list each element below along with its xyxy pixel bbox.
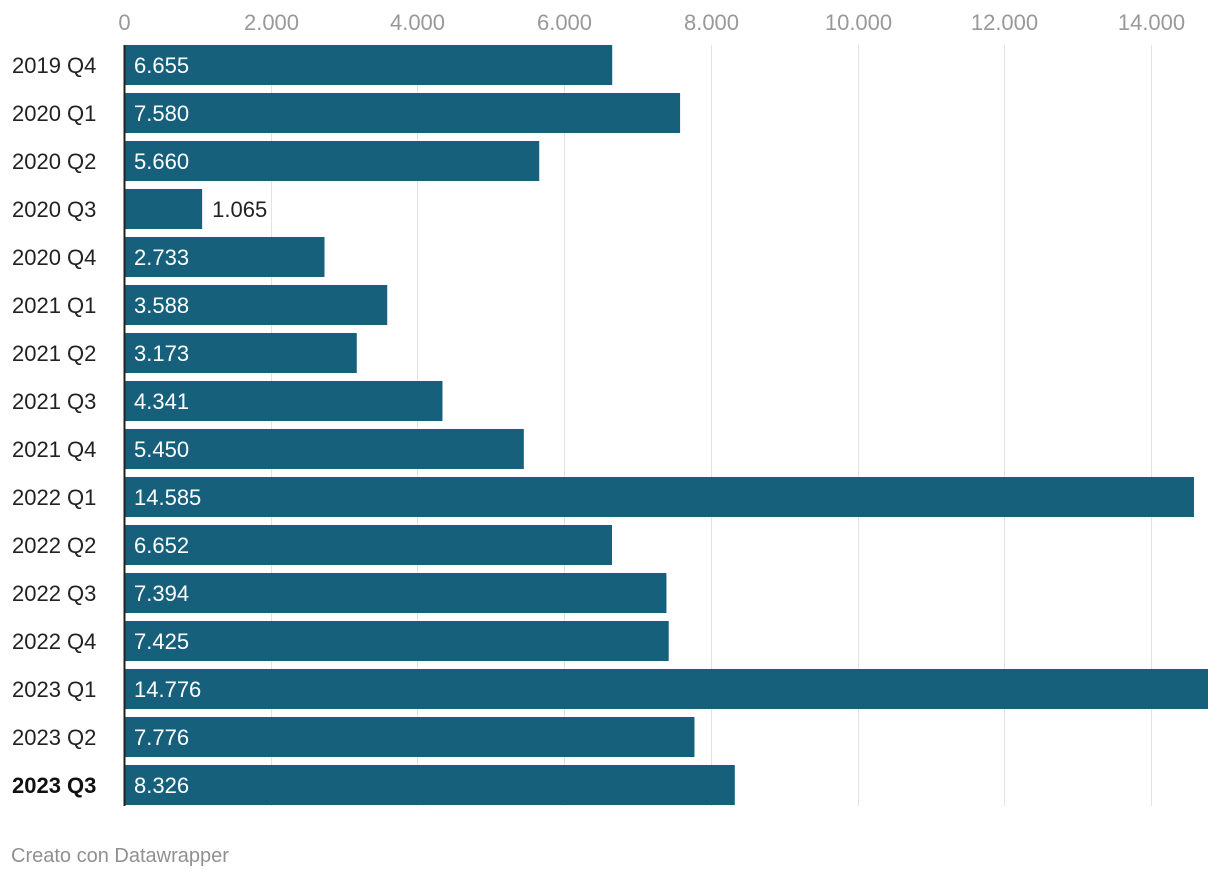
x-tick-label: 8.000 <box>684 10 739 35</box>
value-label: 7.394 <box>134 581 189 606</box>
value-label: 3.173 <box>134 341 189 366</box>
bar-2022-q1 <box>124 477 1194 517</box>
value-labels: 6.655 7.580 5.660 1.065 2.733 3.588 3.173 4.341… <box>134 53 267 798</box>
value-label: 14.776 <box>134 677 201 702</box>
category-label: 2021 Q1 <box>12 293 96 318</box>
category-label: 2022 Q4 <box>12 629 96 654</box>
bar-2022-q4 <box>124 621 669 661</box>
x-tick-label: 2.000 <box>244 10 299 35</box>
bars <box>124 45 1208 805</box>
bar-2022-q3 <box>124 573 667 613</box>
value-label: 6.655 <box>134 53 189 78</box>
category-label: 2021 Q2 <box>12 341 96 366</box>
bar-2019-q4 <box>124 45 613 85</box>
bar-2020-q2 <box>124 141 540 181</box>
bar-2020-q1 <box>124 93 681 133</box>
category-label: 2021 Q3 <box>12 389 96 414</box>
category-labels: 2019 Q4 2020 Q1 2020 Q2 2020 Q3 2020 Q4 2021 … <box>12 53 96 798</box>
bar-2023-q1 <box>124 669 1208 709</box>
value-label: 2.733 <box>134 245 189 270</box>
x-tick-label: 12.000 <box>971 10 1038 35</box>
value-label: 1.065 <box>212 197 267 222</box>
category-label: 2020 Q2 <box>12 149 96 174</box>
category-label: 2022 Q1 <box>12 485 96 510</box>
category-label: 2020 Q1 <box>12 101 96 126</box>
category-label: 2023 Q3 <box>12 773 96 798</box>
bar-2023-q3 <box>124 765 735 805</box>
x-tick-label: 0 <box>118 10 130 35</box>
value-label: 4.341 <box>134 389 189 414</box>
bar-2020-q3 <box>124 189 203 229</box>
category-label: 2021 Q4 <box>12 437 96 462</box>
bar-2021-q4 <box>124 429 524 469</box>
bar-2020-q4 <box>124 237 325 277</box>
bar-2021-q1 <box>124 285 388 325</box>
x-tick-label: 14.000 <box>1118 10 1185 35</box>
x-tick-label: 4.000 <box>390 10 445 35</box>
category-label: 2019 Q4 <box>12 53 96 78</box>
value-label: 6.652 <box>134 533 189 558</box>
x-tick-label: 10.000 <box>825 10 892 35</box>
value-label: 5.450 <box>134 437 189 462</box>
value-label: 14.585 <box>134 485 201 510</box>
category-label: 2023 Q2 <box>12 725 96 750</box>
value-label: 5.660 <box>134 149 189 174</box>
value-label: 3.588 <box>134 293 189 318</box>
value-label: 7.776 <box>134 725 189 750</box>
value-label: 7.425 <box>134 629 189 654</box>
category-label: 2023 Q1 <box>12 677 96 702</box>
footer-credit: Creato con Datawrapper <box>11 845 229 867</box>
value-label: 7.580 <box>134 101 189 126</box>
x-tick-label: 6.000 <box>537 10 592 35</box>
category-label: 2020 Q3 <box>12 197 96 222</box>
bar-2021-q3 <box>124 381 443 421</box>
x-axis-ticks: 0 2.000 4.000 6.000 8.000 10.000 12.000 14.000 <box>118 10 1185 35</box>
category-label: 2022 Q2 <box>12 533 96 558</box>
value-label: 8.326 <box>134 773 189 798</box>
category-label: 2022 Q3 <box>12 581 96 606</box>
bar-2022-q2 <box>124 525 613 565</box>
bar-2023-q2 <box>124 717 695 757</box>
bar-2021-q2 <box>124 333 357 373</box>
category-label: 2020 Q4 <box>12 245 96 270</box>
